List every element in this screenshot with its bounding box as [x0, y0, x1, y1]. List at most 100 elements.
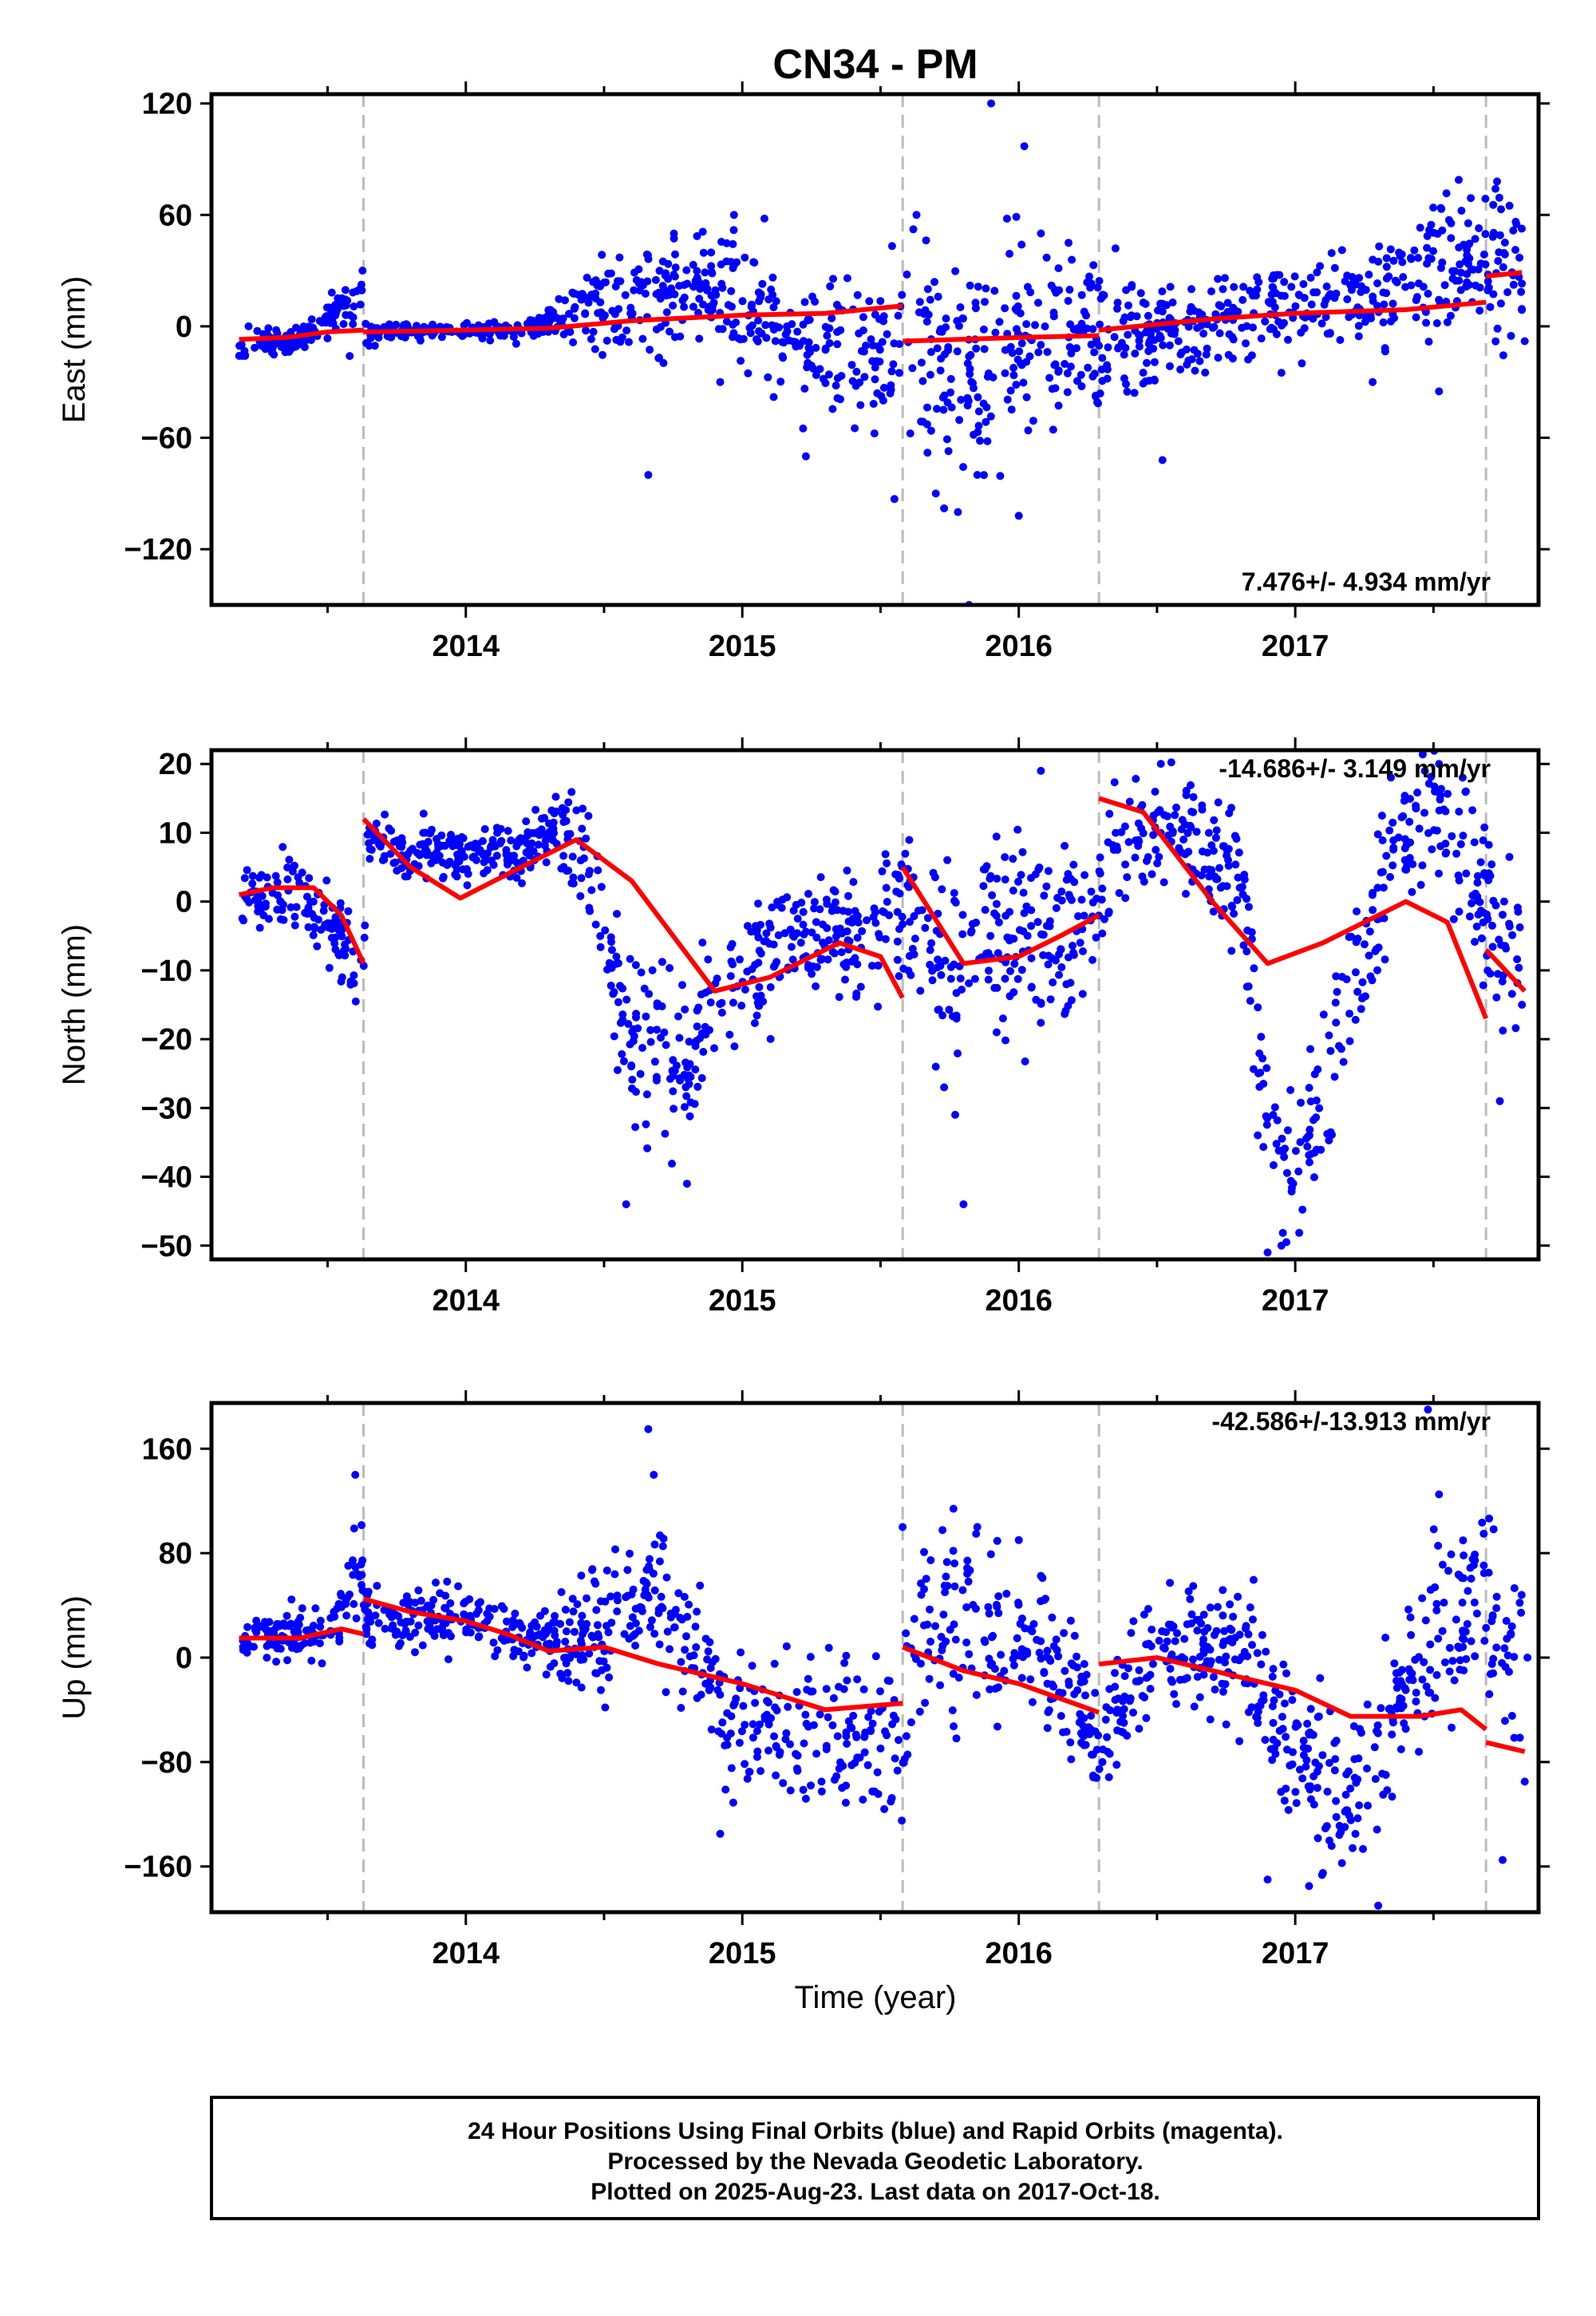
data-point	[1268, 1702, 1277, 1710]
data-point	[569, 1607, 578, 1616]
data-point	[1042, 882, 1051, 891]
data-points	[239, 1405, 1532, 1910]
data-point	[717, 260, 725, 269]
data-point	[1444, 1567, 1452, 1575]
data-point	[993, 1536, 1001, 1545]
data-point	[1216, 883, 1225, 892]
data-point	[796, 939, 805, 947]
data-point	[875, 358, 884, 366]
data-point	[1423, 259, 1432, 268]
data-point	[1153, 859, 1162, 868]
data-point	[1037, 766, 1045, 775]
data-point	[397, 332, 405, 341]
data-point	[1215, 864, 1223, 872]
data-point	[1022, 393, 1031, 401]
data-point	[735, 1738, 744, 1747]
data-point	[1271, 1686, 1280, 1695]
data-point	[1219, 1611, 1227, 1620]
data-point	[243, 1640, 252, 1649]
data-point	[1225, 809, 1234, 817]
data-point	[1505, 201, 1514, 210]
data-point	[556, 1619, 564, 1628]
data-point	[1259, 1691, 1268, 1700]
data-point	[843, 274, 851, 283]
data-point	[1479, 1529, 1488, 1538]
data-point	[1429, 1525, 1438, 1534]
data-point	[729, 239, 737, 248]
data-point	[1377, 812, 1386, 820]
data-point	[741, 1721, 749, 1729]
data-point	[750, 1019, 759, 1027]
data-point	[626, 1040, 634, 1049]
data-point	[512, 874, 521, 882]
data-point	[1044, 867, 1053, 875]
data-point	[511, 1609, 519, 1618]
data-point	[626, 1549, 634, 1558]
data-point	[1082, 1670, 1091, 1679]
data-point	[970, 430, 978, 439]
data-point	[614, 305, 623, 314]
data-point	[1440, 1599, 1448, 1607]
data-point	[1087, 887, 1096, 896]
data-point	[1221, 1658, 1229, 1667]
data-point	[613, 1065, 622, 1074]
data-point	[352, 1614, 361, 1622]
data-point	[701, 268, 709, 277]
data-point	[1258, 1054, 1267, 1063]
data-point	[894, 311, 903, 320]
y-tick-label: −80	[141, 1746, 192, 1780]
data-point	[966, 350, 975, 359]
data-point	[1166, 362, 1174, 370]
data-point	[671, 263, 680, 272]
data-point	[1389, 299, 1397, 308]
data-point	[1472, 923, 1481, 931]
data-point	[1388, 1792, 1396, 1801]
x-tick-label: 2014	[432, 1284, 500, 1318]
data-point	[716, 1690, 725, 1699]
data-point	[1381, 1634, 1390, 1642]
data-point	[512, 339, 520, 348]
data-point	[920, 310, 928, 318]
data-point	[1222, 1652, 1231, 1661]
data-point	[1337, 1828, 1345, 1836]
data-point	[1184, 322, 1193, 331]
data-point	[1420, 808, 1428, 817]
data-point	[1432, 1670, 1441, 1679]
data-point	[561, 296, 569, 305]
data-point	[660, 285, 668, 294]
data-point	[1517, 1591, 1526, 1599]
data-point	[878, 867, 887, 875]
data-point	[1424, 779, 1433, 788]
data-point	[414, 1621, 423, 1630]
data-point	[1123, 387, 1132, 396]
data-point	[276, 897, 285, 906]
figure-title: CN34 - PM	[772, 41, 978, 88]
data-point	[1120, 1672, 1129, 1681]
data-point	[1198, 847, 1207, 856]
data-point	[290, 861, 298, 870]
data-point	[1353, 935, 1362, 943]
data-point	[342, 301, 350, 310]
data-point	[1460, 1551, 1468, 1559]
data-point	[1518, 224, 1526, 233]
data-point	[1197, 871, 1206, 879]
data-point	[1346, 1816, 1355, 1824]
data-point	[1077, 1729, 1085, 1737]
data-point	[1309, 1730, 1317, 1739]
data-point	[1325, 1031, 1333, 1040]
data-point	[982, 284, 990, 293]
data-point	[1263, 1114, 1271, 1123]
data-point	[935, 327, 944, 336]
data-point	[1105, 809, 1114, 818]
data-point	[454, 1582, 463, 1591]
data-point	[405, 1598, 414, 1607]
data-point	[1466, 1563, 1475, 1572]
data-point	[1458, 773, 1467, 782]
data-point	[1424, 1405, 1432, 1414]
data-point	[616, 1018, 625, 1027]
data-point	[1412, 1697, 1420, 1705]
data-point	[1156, 334, 1164, 342]
data-point	[923, 449, 932, 457]
data-point	[578, 1651, 587, 1659]
data-point	[950, 1722, 958, 1731]
